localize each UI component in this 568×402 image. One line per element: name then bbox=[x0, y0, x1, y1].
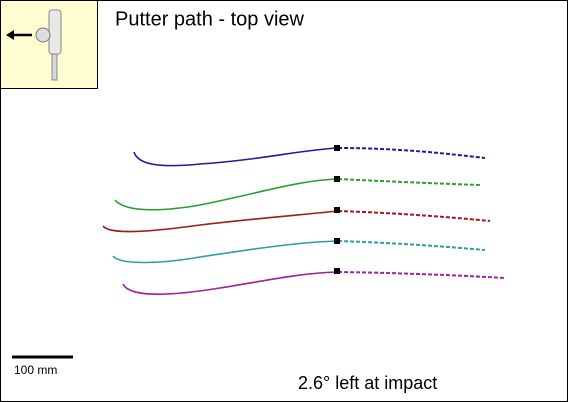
path-solid bbox=[114, 178, 339, 211]
title: Putter path - top view bbox=[115, 8, 305, 30]
arrow-head bbox=[6, 30, 14, 40]
path-dashed bbox=[337, 210, 491, 222]
path-dashed bbox=[337, 147, 486, 159]
path-dashed bbox=[337, 271, 506, 279]
ball bbox=[35, 27, 51, 43]
path-solid bbox=[102, 210, 339, 233]
path-dashed bbox=[337, 240, 486, 251]
impact-marker bbox=[334, 176, 340, 182]
impact-marker bbox=[334, 207, 340, 213]
impact-marker bbox=[334, 238, 340, 244]
path-dashed bbox=[337, 178, 481, 186]
paths bbox=[102, 145, 506, 296]
path-solid bbox=[133, 147, 339, 167]
impact-marker bbox=[334, 268, 340, 274]
scale-label: 100 mm bbox=[14, 363, 57, 377]
impact-marker bbox=[334, 145, 340, 151]
putter-shaft bbox=[51, 53, 58, 81]
path-solid bbox=[112, 240, 339, 264]
path-solid bbox=[122, 271, 339, 296]
putter-icon bbox=[0, 0, 98, 89]
impact-annotation: 2.6° left at impact bbox=[298, 373, 437, 393]
putter-head bbox=[48, 9, 62, 55]
